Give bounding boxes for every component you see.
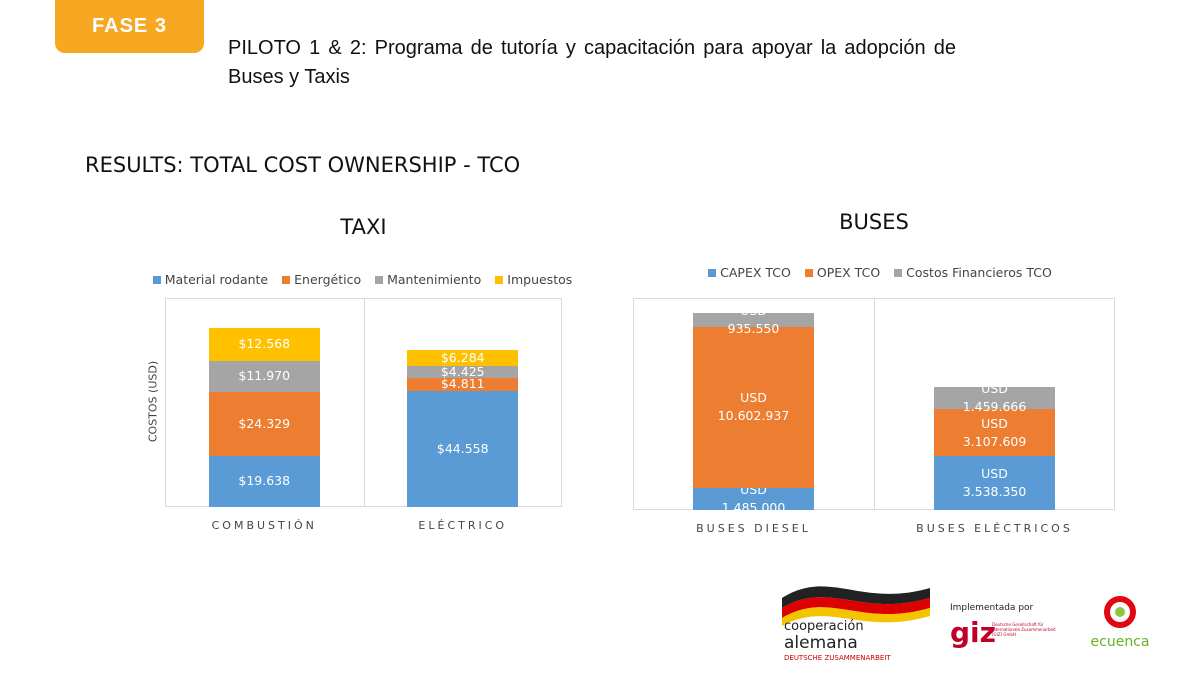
- coop-text: alemana: [784, 633, 858, 653]
- legend-label: Impuestos: [507, 272, 573, 287]
- data-label: $4.811: [440, 376, 485, 392]
- legend-label: Costos Financieros TCO: [906, 265, 1052, 280]
- bar-segment: $6.284: [407, 350, 519, 367]
- legend-swatch: [152, 276, 161, 284]
- bar-segment: $24.329: [208, 392, 320, 456]
- legend-label: Material rodante: [164, 272, 269, 287]
- legend-item: Impuestos: [495, 272, 572, 287]
- ecuenca-logo: ecuenca: [1091, 596, 1150, 650]
- bar-segment: $19.638: [208, 455, 320, 507]
- bar-segment: $4.425: [407, 364, 519, 380]
- bar-segment: USD 3.107.609: [934, 409, 1055, 457]
- giz-small: Deutsche Gesellschaft für Internationale…: [992, 622, 1056, 637]
- bar-segment: USD 935.550: [693, 303, 814, 336]
- legend-label: OPEX TCO: [816, 265, 881, 280]
- legend-label: CAPEX TCO: [720, 265, 791, 280]
- legend-item: Energético: [282, 272, 361, 287]
- data-label: USD 935.550: [727, 302, 780, 336]
- data-label: $6.284: [440, 350, 485, 366]
- x-tick-label: BUSES ELÉCTRICOS: [916, 522, 1073, 535]
- x-tick-label: BUSES DIESEL: [696, 522, 811, 535]
- data-label: $12.568: [238, 336, 291, 352]
- legend-item: Material rodante: [152, 272, 269, 287]
- chart-title: TAXI: [340, 215, 387, 239]
- coop-text: DEUTSCHE ZUSAMMENARBEIT: [784, 654, 891, 662]
- bar-segment: USD 10.602.937: [693, 326, 814, 488]
- x-tick-label: COMBUSTIÓN: [211, 519, 317, 532]
- x-tick-label: ELÉCTRICO: [418, 519, 508, 532]
- legend-swatch: [708, 269, 717, 277]
- data-label: $19.638: [238, 473, 291, 489]
- giz-impl: Implementada por: [950, 603, 1034, 613]
- legend: CAPEX TCO OPEX TCO Costos Financieros TCO: [630, 265, 1130, 280]
- data-label: USD 3.107.609: [962, 415, 1027, 449]
- coop-text: cooperación: [784, 619, 864, 634]
- slide-title: PILOTO 1 & 2: Programa de tutoría y capa…: [228, 37, 956, 88]
- data-label: USD 3.538.350: [962, 466, 1027, 500]
- data-label: $24.329: [238, 415, 291, 431]
- giz-logo: Implementada por giz Deutsche Gesellscha…: [950, 603, 1056, 649]
- legend-item: CAPEX TCO: [708, 265, 791, 280]
- y-axis-label: COSTOS (USD): [146, 360, 160, 442]
- data-label: $11.970: [238, 368, 291, 384]
- legend-item: Mantenimiento: [375, 272, 481, 287]
- bar-segment: USD 1.485.000: [693, 482, 814, 515]
- legend-label: Energético: [294, 272, 362, 287]
- band-divider: [874, 298, 875, 510]
- band-divider: [363, 298, 365, 507]
- data-label: $4.425: [440, 364, 485, 380]
- bar-segment: $11.970: [208, 360, 320, 393]
- bar-segment: $4.811: [407, 376, 519, 392]
- legend-item: OPEX TCO: [804, 265, 881, 280]
- bar-segment: USD 3.538.350: [934, 456, 1055, 510]
- legend-swatch: [804, 269, 813, 277]
- giz-text: giz: [950, 616, 996, 649]
- chart-title: BUSES: [839, 210, 909, 234]
- bar-segment: USD 1.459.666: [934, 381, 1055, 414]
- coop-logo: cooperación alemana DEUTSCHE ZUSAMMENARB…: [782, 586, 930, 662]
- legend-swatch: [894, 269, 903, 277]
- bar-segment: $44.558: [407, 390, 519, 507]
- legend-item: Costos Financieros TCO: [894, 265, 1052, 280]
- ecuenca-text: ecuenca: [1091, 634, 1150, 650]
- phase-tab: FASE 3: [55, 0, 204, 53]
- slide-subtitle: RESULTS: TOTAL COST OWNERSHIP - TCO: [85, 153, 521, 177]
- data-label: $44.558: [436, 440, 489, 456]
- legend-label: Mantenimiento: [387, 272, 482, 287]
- bar-segment: $12.568: [208, 328, 320, 361]
- data-label: USD 1.459.666: [962, 381, 1027, 415]
- legend: Material rodante Energético Mantenimiento I…: [100, 272, 625, 287]
- legend-swatch: [375, 276, 384, 284]
- legend-swatch: [495, 276, 504, 284]
- legend-swatch: [282, 276, 291, 284]
- data-label: USD 10.602.937: [717, 390, 790, 424]
